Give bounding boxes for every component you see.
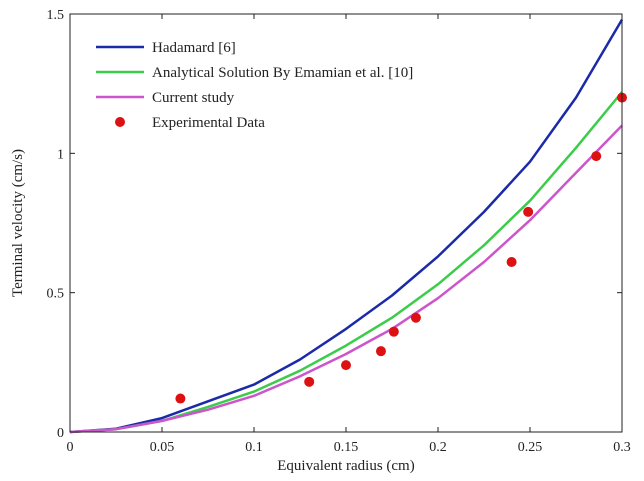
legend-label-analytical-solution-by-emamian-et-al-10: Analytical Solution By Emamian et al. [1…: [152, 65, 413, 81]
series-line-hadamard-6: [69, 18, 624, 434]
y-tick-label: 1: [57, 147, 64, 162]
legend-swatch-experimental-data: [115, 117, 125, 127]
y-tick-label: 0.5: [47, 287, 65, 302]
experimental-data-point: [341, 360, 351, 371]
x-tick-label: 0.3: [613, 440, 631, 455]
x-tick-label: 0.05: [150, 440, 175, 455]
y-axis-label: Terminal velocity (cm/s): [10, 149, 26, 297]
x-tick-label: 0.25: [518, 440, 543, 455]
series-line-current-study: [69, 124, 623, 434]
plot-content: [69, 18, 627, 434]
experimental-data-point: [506, 257, 517, 268]
x-tick-label: 0.1: [245, 440, 263, 455]
x-tick-label: 0.2: [429, 440, 447, 455]
experimental-data-point: [304, 376, 315, 387]
experimental-data-point: [591, 151, 602, 162]
legend: Hadamard [6] Analytical Solution By Emami…: [96, 40, 413, 131]
y-tick-label: 1.5: [47, 8, 65, 23]
y-tick-label: 0: [57, 426, 64, 441]
legend-label-experimental-data: Experimental Data: [152, 115, 265, 131]
x-tick-label: 0: [67, 440, 74, 455]
experimental-data-point: [410, 312, 421, 323]
experimental-data-point: [375, 346, 386, 357]
experimental-data-point: [523, 206, 534, 217]
x-axis-label: Equivalent radius (cm): [277, 458, 414, 474]
experimental-data-point: [175, 393, 186, 404]
legend-label-current-study: Current study: [152, 90, 235, 106]
experimental-data-point: [388, 326, 399, 337]
x-tick-label: 0.15: [334, 440, 359, 455]
plot-frame: [69, 13, 623, 433]
legend-label-hadamard-6: Hadamard [6]: [152, 40, 236, 56]
